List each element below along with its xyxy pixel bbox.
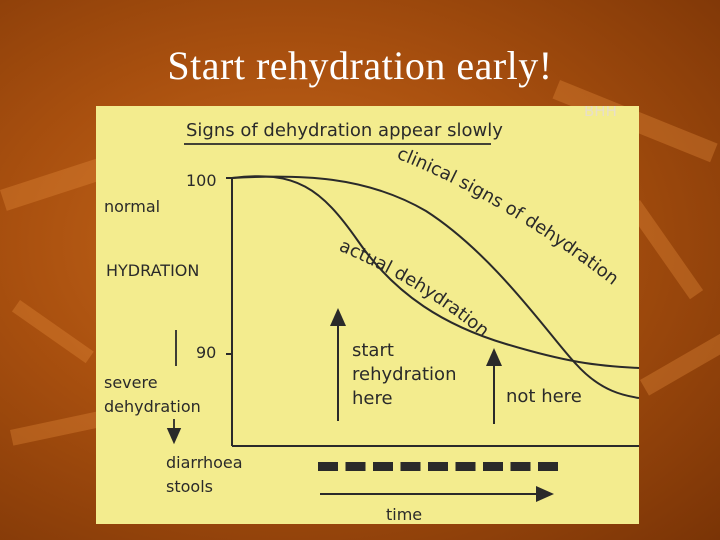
start-label-3: here (352, 388, 393, 409)
y-tick-label-100: 100 (186, 171, 217, 190)
stool-dash (483, 462, 503, 471)
actual-dehydration-curve (231, 175, 639, 369)
stools-label-1: diarrhoea (166, 453, 243, 472)
stool-dash (345, 462, 366, 471)
not-here-label: not here (506, 386, 582, 407)
y-label-hydration: HYDRATION (106, 261, 199, 280)
y-label-dehydration: dehydration (104, 397, 201, 416)
stool-dash (455, 462, 476, 471)
start-label-1: start (352, 340, 394, 361)
clinical-curve-label: clinical signs of dehydration (394, 143, 622, 289)
stool-dash (318, 462, 338, 471)
stool-dash (538, 462, 558, 471)
background-streak (11, 300, 94, 364)
stool-dash (428, 462, 448, 471)
background-streak (10, 411, 102, 446)
background-streak (640, 320, 720, 396)
actual-curve-label-text: actual dehydration (336, 235, 493, 341)
time-label: time (386, 505, 422, 524)
hydration-diagram: BHH Signs of dehydration appear slowly 1… (96, 106, 639, 524)
clinical-signs-curve (231, 175, 639, 399)
stool-dash (400, 462, 421, 471)
diagram-canvas: BHH Signs of dehydration appear slowly 1… (104, 106, 639, 524)
clinical-curve-label-text: clinical signs of dehydration (394, 143, 622, 289)
start-label-2: rehydration (352, 364, 456, 385)
stool-dash (510, 462, 531, 471)
slide-title: Start rehydration early! (167, 43, 553, 88)
actual-curve-label: actual dehydration (336, 235, 493, 341)
stool-marks (318, 462, 558, 471)
figure-heading: Signs of dehydration appear slowly (186, 120, 503, 141)
y-tick-label-90: 90 (196, 343, 216, 362)
stool-dash (373, 462, 393, 471)
corner-mark: BHH (584, 106, 617, 120)
y-label-severe: severe (104, 373, 158, 392)
y-label-normal: normal (104, 197, 160, 216)
stools-label-2: stools (166, 477, 213, 496)
